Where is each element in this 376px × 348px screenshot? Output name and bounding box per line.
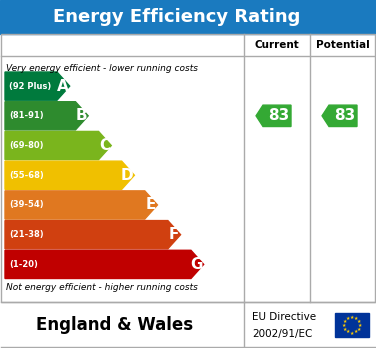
Polygon shape — [5, 191, 158, 219]
Text: 2002/91/EC: 2002/91/EC — [252, 329, 312, 339]
Text: ★: ★ — [346, 316, 350, 321]
Polygon shape — [256, 105, 291, 127]
Polygon shape — [5, 250, 204, 278]
Text: B: B — [75, 108, 87, 123]
Text: ★: ★ — [343, 326, 347, 332]
Text: 83: 83 — [334, 108, 356, 123]
Text: C: C — [99, 138, 110, 153]
Text: EU Directive: EU Directive — [252, 312, 316, 322]
Polygon shape — [322, 105, 357, 127]
Polygon shape — [5, 132, 111, 160]
Text: 83: 83 — [268, 108, 290, 123]
Text: Energy Efficiency Rating: Energy Efficiency Rating — [53, 8, 300, 26]
Text: Very energy efficient - lower running costs: Very energy efficient - lower running co… — [6, 64, 198, 73]
Text: ★: ★ — [357, 326, 361, 332]
Text: ★: ★ — [357, 318, 361, 324]
Polygon shape — [5, 102, 88, 130]
Text: (21-38): (21-38) — [9, 230, 44, 239]
Text: ★: ★ — [346, 330, 350, 334]
Bar — [1, 34, 375, 302]
Text: G: G — [190, 257, 202, 272]
Text: D: D — [120, 168, 133, 183]
Text: England & Wales: England & Wales — [36, 316, 193, 334]
Bar — [335, 313, 369, 337]
Text: ★: ★ — [350, 331, 354, 335]
Text: ★: ★ — [350, 315, 354, 319]
Polygon shape — [5, 221, 180, 249]
Text: ★: ★ — [358, 323, 362, 327]
Text: ★: ★ — [354, 316, 358, 321]
Polygon shape — [5, 72, 70, 100]
Text: (39-54): (39-54) — [9, 200, 44, 209]
Text: ★: ★ — [343, 318, 347, 324]
Text: F: F — [169, 227, 179, 242]
Text: (55-68): (55-68) — [9, 171, 44, 180]
Text: ★: ★ — [354, 330, 358, 334]
Text: (92 Plus): (92 Plus) — [9, 82, 51, 90]
Text: ★: ★ — [342, 323, 346, 327]
Text: Current: Current — [255, 40, 299, 50]
Text: A: A — [57, 79, 68, 94]
Text: (69-80): (69-80) — [9, 141, 44, 150]
Text: (81-91): (81-91) — [9, 111, 44, 120]
Bar — [0, 0, 376, 34]
Text: (1-20): (1-20) — [9, 260, 38, 269]
Text: E: E — [146, 197, 156, 213]
Polygon shape — [5, 161, 134, 189]
Text: Potential: Potential — [316, 40, 370, 50]
Text: Not energy efficient - higher running costs: Not energy efficient - higher running co… — [6, 284, 198, 293]
